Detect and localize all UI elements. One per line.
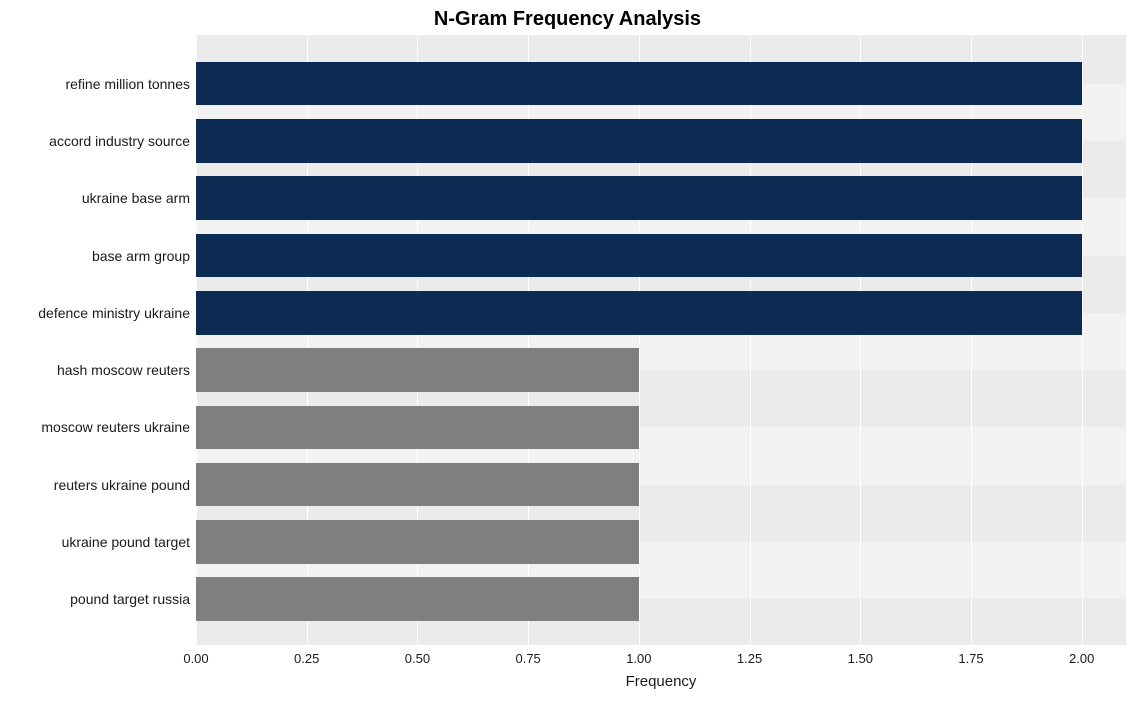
x-tick-label: 0.00	[183, 651, 208, 666]
y-tick-label: reuters ukraine pound	[0, 477, 190, 493]
x-tick-label: 2.00	[1069, 651, 1094, 666]
bar	[196, 348, 639, 392]
x-tick-label: 0.25	[294, 651, 319, 666]
gridline	[1082, 35, 1083, 645]
bar	[196, 520, 639, 564]
x-tick-label: 0.75	[515, 651, 540, 666]
bar	[196, 119, 1082, 163]
y-tick-label: ukraine base arm	[0, 190, 190, 206]
x-tick-label: 1.25	[737, 651, 762, 666]
bar	[196, 406, 639, 450]
x-tick-label: 1.75	[958, 651, 983, 666]
bar	[196, 176, 1082, 220]
y-tick-label: ukraine pound target	[0, 534, 190, 550]
y-tick-label: hash moscow reuters	[0, 362, 190, 378]
plot-area	[196, 35, 1126, 645]
bar	[196, 62, 1082, 106]
y-tick-label: refine million tonnes	[0, 76, 190, 92]
y-tick-label: base arm group	[0, 248, 190, 264]
x-tick-label: 0.50	[405, 651, 430, 666]
y-tick-label: accord industry source	[0, 133, 190, 149]
x-tick-label: 1.00	[626, 651, 651, 666]
chart-title: N-Gram Frequency Analysis	[0, 8, 1135, 31]
x-axis-title: Frequency	[196, 673, 1126, 690]
y-tick-label: defence ministry ukraine	[0, 305, 190, 321]
bar	[196, 291, 1082, 335]
ngram-frequency-chart: N-Gram Frequency Analysis Frequency refi…	[0, 0, 1135, 701]
y-tick-label: pound target russia	[0, 591, 190, 607]
y-tick-label: moscow reuters ukraine	[0, 419, 190, 435]
x-tick-label: 1.50	[848, 651, 873, 666]
bar	[196, 463, 639, 507]
bar	[196, 577, 639, 621]
bar	[196, 234, 1082, 278]
